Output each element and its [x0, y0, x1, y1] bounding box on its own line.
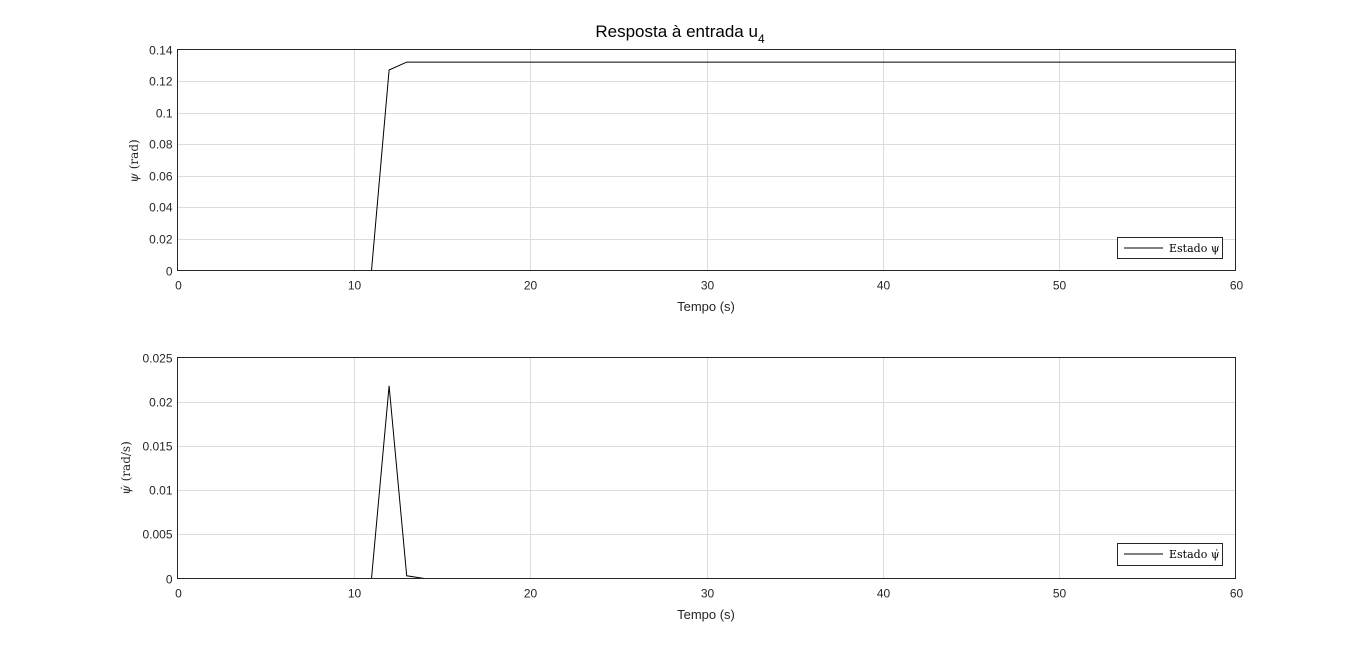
- bottom-y-tick-labels: 0 0.005 0.01 0.015 0.02 0.025: [142, 352, 172, 587]
- bottom-y-tick-label: 0: [166, 573, 173, 587]
- bottom-x-tick-label: 40: [877, 587, 891, 601]
- top-y-tick-label: 0: [166, 265, 173, 279]
- bottom-subplot: 0 10 20 30 40 50 60 0 0.005 0.01 0.015 0.02 0.025 T…: [119, 352, 1243, 623]
- top-axes-frame: [177, 49, 1236, 271]
- top-x-axis-label: Tempo (s): [677, 299, 735, 314]
- top-y-tick-label: 0.14: [149, 44, 173, 58]
- bottom-legend-box: [1117, 543, 1223, 566]
- top-legend: Estado ψ: [1117, 237, 1223, 259]
- bottom-x-axis-label: Tempo (s): [677, 607, 735, 622]
- bottom-y-tick-label: 0.025: [142, 352, 172, 366]
- top-y-tick-label: 0.02: [149, 233, 173, 247]
- bottom-y-tick-label: 0.02: [149, 396, 173, 410]
- top-x-tick-label: 50: [1053, 279, 1067, 293]
- bottom-y-tick-label: 0.01: [149, 484, 173, 498]
- top-x-tick-label: 20: [524, 279, 538, 293]
- top-x-tick-label: 60: [1230, 279, 1244, 293]
- top-x-tick-label: 0: [175, 279, 182, 293]
- figure-title-text: Resposta à entrada u: [595, 22, 758, 41]
- top-y-axis-label: ψ (rad): [127, 139, 141, 182]
- bottom-y-tick-label: 0.005: [142, 528, 172, 542]
- bottom-x-tick-label: 60: [1230, 587, 1244, 601]
- bottom-x-tick-labels: 0 10 20 30 40 50 60: [175, 587, 1243, 601]
- top-legend-box: [1117, 237, 1223, 259]
- figure-title-subscript: 4: [758, 32, 765, 46]
- bottom-x-tick-label: 0: [175, 587, 182, 601]
- bottom-x-tick-label: 30: [701, 587, 715, 601]
- bottom-axes-frame: [177, 357, 1236, 579]
- bottom-series-line: [177, 385, 1236, 579]
- bottom-gridlines: [177, 357, 1236, 579]
- top-x-tick-label: 40: [877, 279, 891, 293]
- bottom-x-tick-label: 50: [1053, 587, 1067, 601]
- top-subplot: 0 10 20 30 40 50 60 0 0.02 0.04 0.06 0.08 0.1 0.12 0.…: [127, 44, 1243, 315]
- top-y-tick-label: 0.12: [149, 75, 173, 89]
- bottom-legend-label: Estado ψ̇: [1169, 548, 1219, 561]
- top-y-tick-label: 0.1: [156, 107, 173, 121]
- top-legend-label: Estado ψ: [1169, 242, 1219, 255]
- bottom-y-axis-symbol: ψ̇: [119, 485, 133, 495]
- top-x-tick-labels: 0 10 20 30 40 50 60: [175, 279, 1243, 293]
- bottom-y-tick-label: 0.015: [142, 440, 172, 454]
- bottom-series-lines: [177, 385, 1236, 579]
- top-gridlines: [177, 49, 1236, 271]
- bottom-y-axis-unit: (rad/s): [119, 441, 133, 481]
- top-x-tick-label: 10: [348, 279, 362, 293]
- top-y-tick-label: 0.06: [149, 170, 173, 184]
- bottom-legend: Estado ψ̇: [1117, 543, 1223, 566]
- top-y-axis-symbol: ψ: [127, 173, 141, 183]
- top-y-tick-label: 0.08: [149, 138, 173, 152]
- bottom-x-tick-label: 20: [524, 587, 538, 601]
- figure-title: Resposta à entrada u4: [595, 22, 765, 46]
- bottom-x-tick-label: 10: [348, 587, 362, 601]
- top-x-tick-label: 30: [701, 279, 715, 293]
- top-y-axis-unit: (rad): [127, 139, 141, 169]
- top-y-tick-labels: 0 0.02 0.04 0.06 0.08 0.1 0.12 0.14: [149, 44, 173, 279]
- top-y-tick-label: 0.04: [149, 201, 173, 215]
- bottom-y-axis-label: ψ̇ (rad/s): [119, 441, 133, 495]
